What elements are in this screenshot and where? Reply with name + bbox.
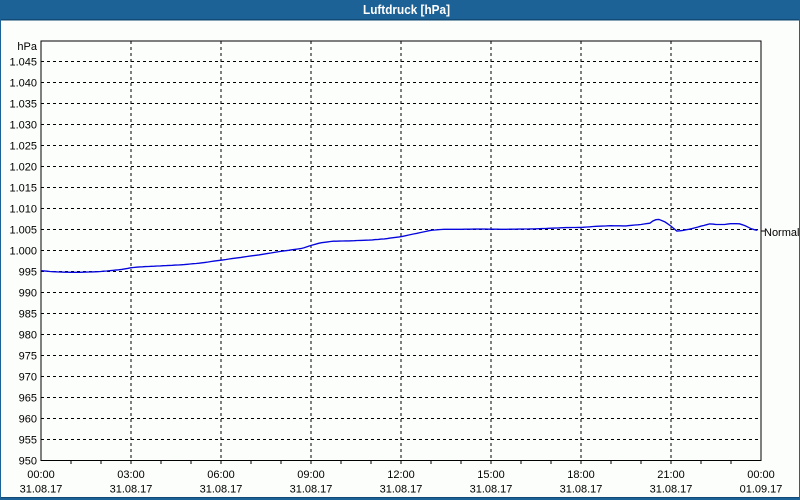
svg-text:Normal: Normal — [764, 227, 799, 239]
svg-text:955: 955 — [19, 435, 37, 447]
svg-text:31.08.17: 31.08.17 — [290, 484, 333, 496]
svg-text:990: 990 — [19, 288, 37, 300]
svg-text:00:00: 00:00 — [27, 469, 55, 481]
svg-text:31.08.17: 31.08.17 — [560, 484, 603, 496]
svg-text:21:00: 21:00 — [657, 469, 685, 481]
svg-text:03:00: 03:00 — [117, 469, 145, 481]
svg-text:1.025: 1.025 — [9, 141, 37, 153]
svg-text:31.08.17: 31.08.17 — [110, 484, 153, 496]
svg-text:31.08.17: 31.08.17 — [650, 484, 693, 496]
svg-text:18:00: 18:00 — [567, 469, 595, 481]
svg-text:06:00: 06:00 — [207, 469, 235, 481]
svg-text:1.045: 1.045 — [9, 57, 37, 69]
svg-text:970: 970 — [19, 372, 37, 384]
svg-text:15:00: 15:00 — [477, 469, 505, 481]
svg-text:1.040: 1.040 — [9, 78, 37, 90]
svg-text:00:00: 00:00 — [747, 469, 775, 481]
svg-text:31.08.17: 31.08.17 — [470, 484, 513, 496]
svg-text:995: 995 — [19, 267, 37, 279]
svg-text:12:00: 12:00 — [387, 469, 415, 481]
svg-text:965: 965 — [19, 393, 37, 405]
svg-text:Luftdruck [hPa]: Luftdruck [hPa] — [363, 2, 450, 17]
svg-text:985: 985 — [19, 309, 37, 321]
svg-text:1.000: 1.000 — [9, 246, 37, 258]
svg-text:960: 960 — [19, 414, 37, 426]
svg-text:01.09.17: 01.09.17 — [740, 484, 783, 496]
svg-text:1.005: 1.005 — [9, 225, 37, 237]
svg-text:1.030: 1.030 — [9, 120, 37, 132]
svg-text:1.010: 1.010 — [9, 204, 37, 216]
svg-text:1.035: 1.035 — [9, 99, 37, 111]
svg-text:31.08.17: 31.08.17 — [380, 484, 423, 496]
svg-text:09:00: 09:00 — [297, 469, 325, 481]
svg-text:1.020: 1.020 — [9, 162, 37, 174]
svg-text:31.08.17: 31.08.17 — [200, 484, 243, 496]
svg-text:hPa: hPa — [17, 41, 37, 53]
svg-text:31.08.17: 31.08.17 — [20, 484, 63, 496]
svg-text:975: 975 — [19, 351, 37, 363]
svg-text:980: 980 — [19, 330, 37, 342]
svg-text:1.015: 1.015 — [9, 183, 37, 195]
svg-text:950: 950 — [19, 456, 37, 468]
